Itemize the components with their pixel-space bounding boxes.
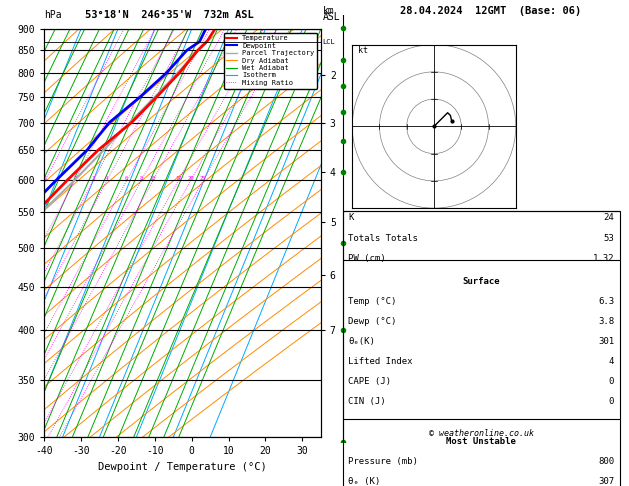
Text: 4: 4 <box>609 357 614 366</box>
Text: PW (cm): PW (cm) <box>348 254 386 262</box>
Text: CAPE (J): CAPE (J) <box>348 377 391 386</box>
Text: θₑ (K): θₑ (K) <box>348 477 381 486</box>
Text: Surface: Surface <box>462 277 500 286</box>
Text: Dewp (°C): Dewp (°C) <box>348 317 397 326</box>
Text: Most Unstable: Most Unstable <box>446 436 516 446</box>
Text: 10: 10 <box>150 176 156 181</box>
Text: 53°18'N  246°35'W  732m ASL: 53°18'N 246°35'W 732m ASL <box>86 10 254 20</box>
Text: 3: 3 <box>92 176 95 181</box>
Text: LCL: LCL <box>323 39 335 45</box>
Text: 20: 20 <box>187 176 194 181</box>
Text: 1.32: 1.32 <box>593 254 614 262</box>
Text: 6: 6 <box>125 176 128 181</box>
Text: 28.04.2024  12GMT  (Base: 06): 28.04.2024 12GMT (Base: 06) <box>400 5 581 16</box>
X-axis label: Dewpoint / Temperature (°C): Dewpoint / Temperature (°C) <box>98 462 267 472</box>
Text: © weatheronline.co.uk: © weatheronline.co.uk <box>429 429 533 438</box>
Text: Lifted Index: Lifted Index <box>348 357 413 366</box>
Text: 6.3: 6.3 <box>598 297 614 306</box>
Text: CIN (J): CIN (J) <box>348 398 386 406</box>
Text: 1: 1 <box>43 176 47 181</box>
Text: ASL: ASL <box>323 12 340 22</box>
Text: Temp (°C): Temp (°C) <box>348 297 397 306</box>
Text: km: km <box>323 5 335 16</box>
Text: 8: 8 <box>140 176 143 181</box>
Text: kt: kt <box>358 46 368 55</box>
Text: 25: 25 <box>200 176 206 181</box>
Text: Pressure (mb): Pressure (mb) <box>348 457 418 466</box>
Text: Totals Totals: Totals Totals <box>348 234 418 243</box>
Text: K: K <box>348 213 353 223</box>
Text: hPa: hPa <box>44 10 62 20</box>
Text: 53: 53 <box>603 234 614 243</box>
Text: 800: 800 <box>598 457 614 466</box>
Text: 16: 16 <box>175 176 181 181</box>
Text: 301: 301 <box>598 337 614 346</box>
Text: 4: 4 <box>105 176 108 181</box>
Text: 0: 0 <box>609 398 614 406</box>
Legend: Temperature, Dewpoint, Parcel Trajectory, Dry Adiabat, Wet Adiabat, Isotherm, Mi: Temperature, Dewpoint, Parcel Trajectory… <box>223 33 317 88</box>
Text: 2: 2 <box>73 176 76 181</box>
Text: 0: 0 <box>609 377 614 386</box>
Text: 307: 307 <box>598 477 614 486</box>
Text: θₑ(K): θₑ(K) <box>348 337 376 346</box>
Text: 24: 24 <box>603 213 614 223</box>
Text: 3.8: 3.8 <box>598 317 614 326</box>
